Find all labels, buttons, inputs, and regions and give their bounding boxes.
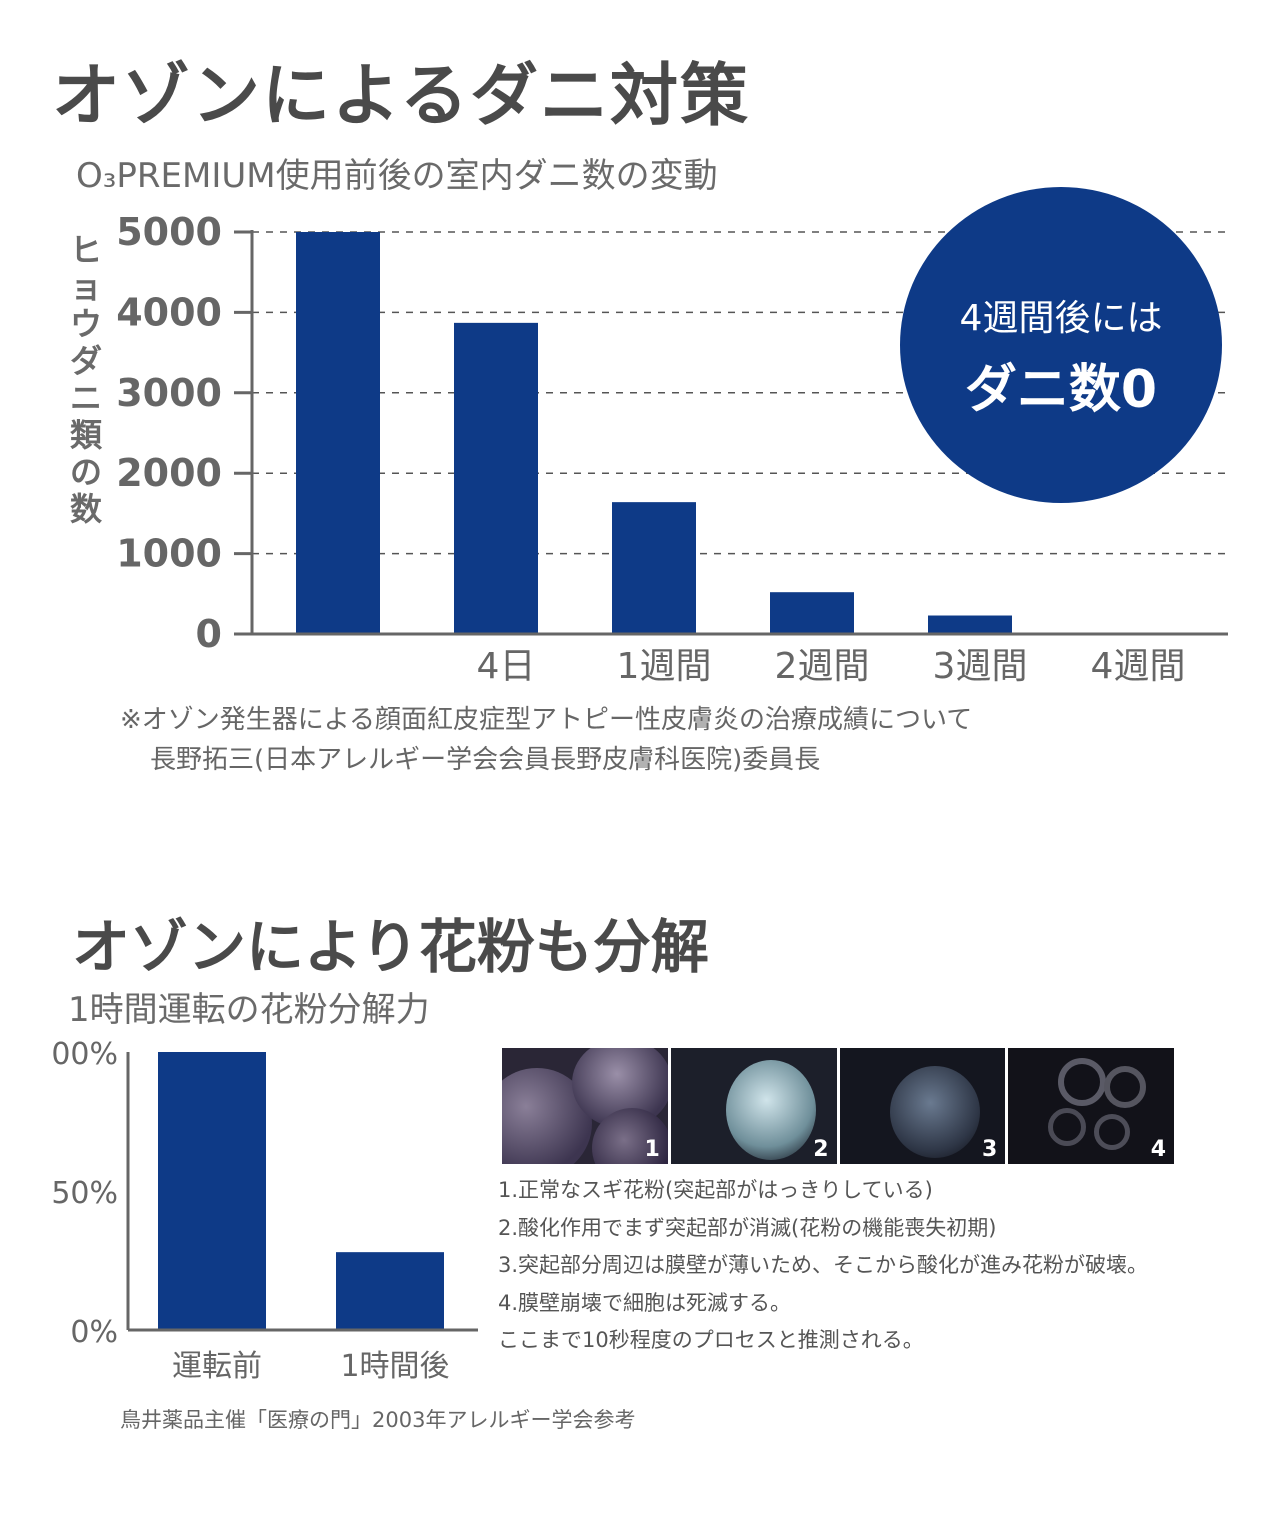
x-tick-label: 2週間	[775, 646, 870, 687]
y-tick-label: 4000	[116, 290, 222, 334]
photo-number: 4	[1150, 1137, 1166, 1162]
y-tick-label: 0%	[70, 1315, 118, 1350]
mite-count-chart: 0 1000 2000 3000 4000 5000 4日 1週間 2週間 3週間 4週間	[116, 210, 1228, 687]
source-note-1-line1: ※オゾン発生器による顔面紅皮症型アトピー性皮膚炎の治療成績について	[120, 705, 973, 735]
x-tick-label: 1週間	[617, 646, 712, 687]
x-tick-label: 1時間後	[340, 1349, 449, 1384]
y-tick-label: 0	[196, 612, 222, 656]
y-axis-label: ヒョウダニ類の数	[69, 231, 102, 528]
caption-1: 1.正常なスギ花粉(突起部がはっきりしている)	[498, 1178, 933, 1202]
section2-title: オゾンにより花粉も分解	[72, 913, 709, 981]
bar	[336, 1252, 444, 1330]
bar	[296, 232, 380, 634]
pollen-decomposition-chart: 0% 50% 00% 運転前 1時間後	[51, 1037, 478, 1384]
y-tick-label: 2000	[116, 451, 222, 495]
source-note-1: ※オゾン発生器による顔面紅皮症型アトピー性皮膚炎の治療成績について 長野拓三(日…	[120, 700, 972, 780]
caption-3: 3.突起部分周辺は膜壁が薄いため、そこから酸化が進み花粉が破壊。	[498, 1253, 1149, 1277]
photo-number: 2	[813, 1137, 829, 1162]
section2-subtitle: 1時間運転の花粉分解力	[68, 990, 430, 1030]
pollen-photo-3: 3	[839, 1048, 1009, 1164]
y-tick-label: 3000	[116, 371, 222, 415]
caption-5: ここまで10秒程度のプロセスと推測される。	[498, 1328, 924, 1352]
bar	[612, 502, 696, 634]
bar	[454, 322, 538, 634]
x-tick-label: 4週間	[1091, 646, 1186, 687]
caption-2: 2.酸化作用でまず突起部が消滅(花粉の機能喪失初期)	[498, 1215, 997, 1240]
photo-number: 3	[981, 1137, 998, 1162]
pollen-photo-strip: 1 2 3 4	[502, 1048, 1174, 1164]
pollen-photo-2: 2	[670, 1048, 840, 1164]
badge-line1: 4週間後には	[959, 298, 1163, 339]
x-tick-label: 運転前	[172, 1349, 262, 1384]
photo-number: 1	[644, 1137, 660, 1162]
x-tick-label: 4日	[477, 646, 536, 687]
y-tick-label: 5000	[116, 210, 222, 254]
badge-line2: ダニ数0	[964, 360, 1158, 420]
bar	[158, 1052, 266, 1330]
source-note-2: 鳥井薬品主催「医療の門」2003年アレルギー学会参考	[120, 1408, 636, 1432]
bar	[770, 592, 854, 634]
pollen-photo-4: 4	[1008, 1048, 1174, 1164]
pollen-captions: 1.正常なスギ花粉(突起部がはっきりしている) 2.酸化作用でまず突起部が消滅(…	[498, 1172, 1148, 1360]
y-tick-label: 00%	[51, 1037, 118, 1072]
pollen-photo-1: 1	[502, 1048, 671, 1164]
section1-subtitle: O₃PREMIUM使用前後の室内ダニ数の変動	[76, 156, 718, 196]
y-tick-label: 1000	[116, 532, 222, 576]
caption-4: 4.膜壁崩壊で細胞は死滅する。	[498, 1290, 792, 1315]
x-tick-label: 3週間	[933, 646, 1028, 687]
bar	[928, 615, 1012, 634]
section1-title: オゾンによるダニ対策	[52, 57, 750, 136]
result-badge: 4週間後には ダニ数0	[900, 187, 1222, 503]
y-tick-label: 50%	[51, 1176, 118, 1211]
source-note-1-line2: 長野拓三(日本アレルギー学会会員長野皮膚科医院)委員長	[150, 745, 821, 775]
